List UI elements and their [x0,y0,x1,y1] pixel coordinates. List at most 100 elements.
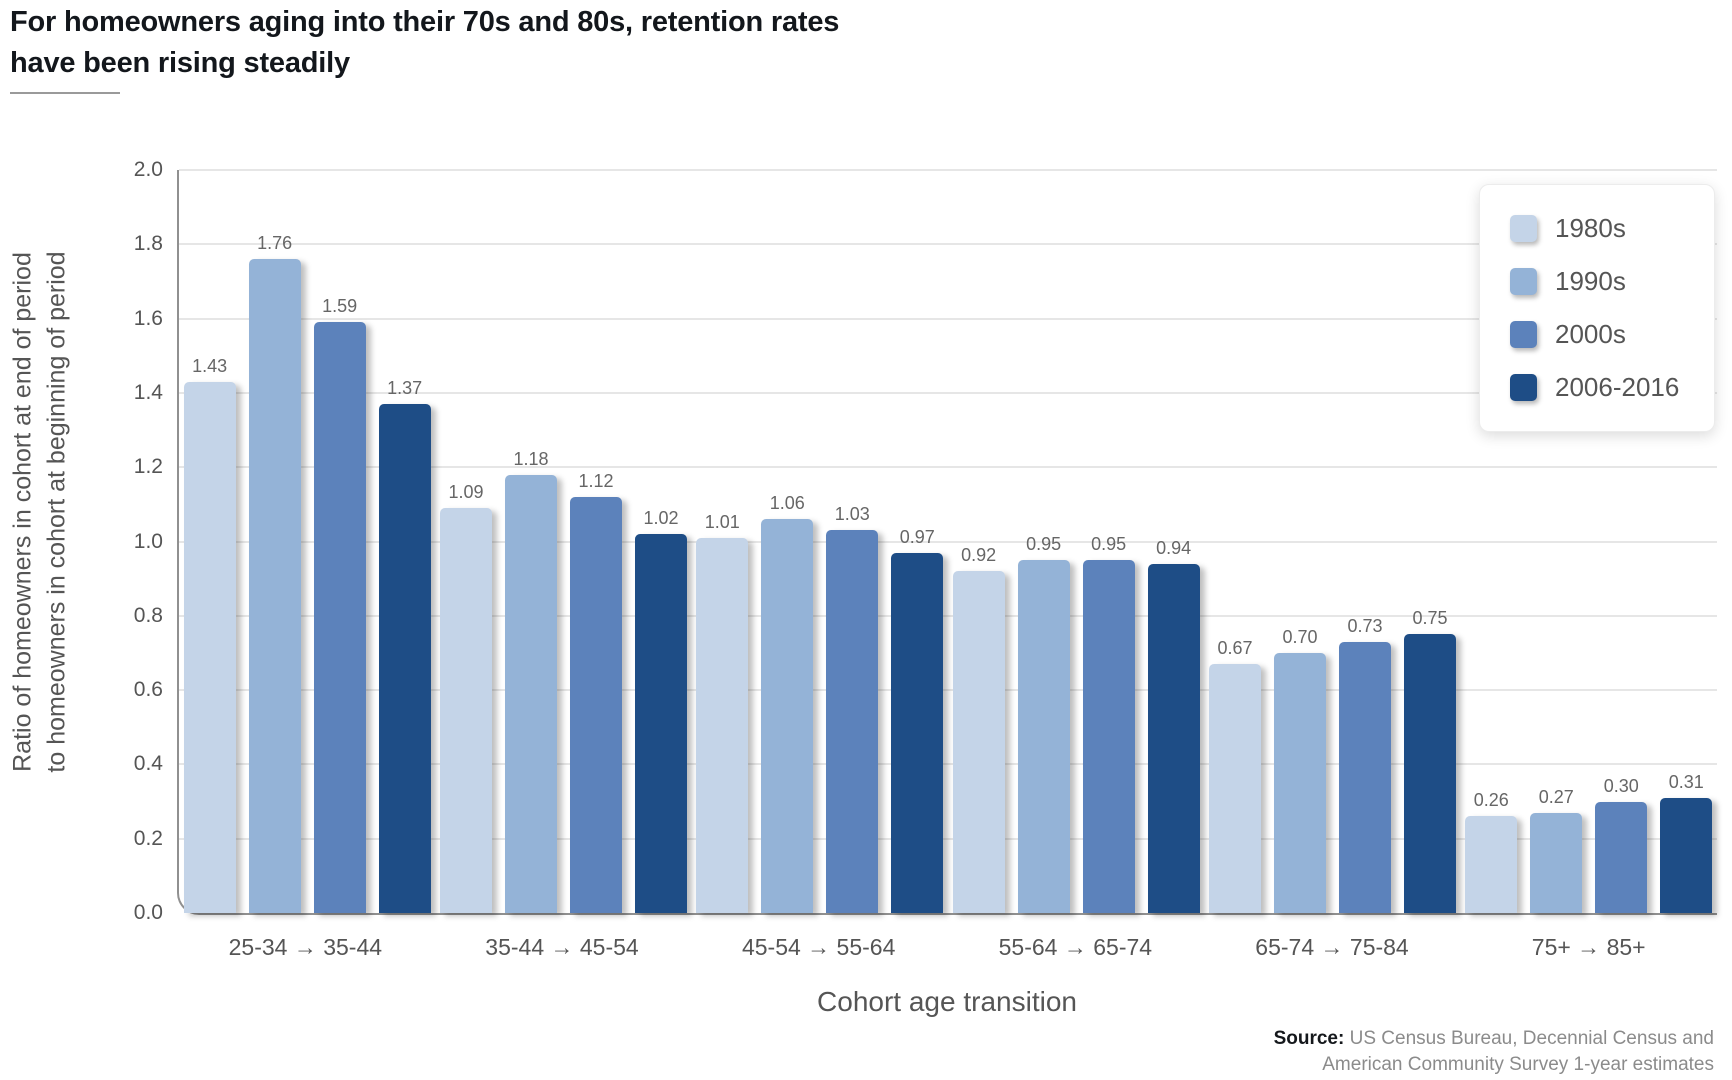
legend-item: 1980s [1510,213,1684,244]
x-tick-label: 25-34 → 35-44 [228,934,383,960]
bar-group: 0.92 0.95 0.95 0.94 [948,170,1204,913]
legend-item: 1990s [1510,266,1684,297]
bar-column: 0.26 [1465,170,1518,913]
legend-label: 1980s [1555,213,1626,243]
bar-1990s [1530,812,1583,913]
bar-value-label: 0.94 [1156,537,1192,558]
y-tick-label: 1.0 [133,529,163,553]
x-axis-title: Cohort age transition [817,986,1077,1017]
bar-group: 0.26 0.27 0.30 0.31 [1461,170,1717,913]
bar-value-label: 0.75 [1412,608,1448,629]
bar-column: 1.03 [826,170,879,913]
bar-value-label: 1.76 [257,233,293,254]
bar-column: 0.27 [1530,170,1583,913]
bar-group: 0.67 0.70 0.73 0.75 [1204,170,1460,913]
gridline [179,763,1717,766]
x-tick-label: 65-74 → 75-84 [1255,934,1409,960]
bar-group: 1.43 1.76 1.59 1.37 [179,170,435,913]
bar-column: 1.59 [313,170,366,913]
chart-title: For homeowners aging into their 70s and … [10,2,890,84]
source-label: Source: [1273,1028,1345,1049]
bar-value-label: 1.03 [834,504,870,525]
bar-value-label: 0.70 [1282,626,1318,647]
bar-1990s [761,519,814,913]
x-tick-label: 55-64 → 65-74 [998,934,1153,960]
bar-column: 1.12 [569,170,622,913]
bar-2000s [1338,641,1391,913]
bar-2006-2016 [1403,634,1456,913]
y-tick-label: 0.4 [133,752,163,776]
bar-column: 0.67 [1208,170,1261,913]
gridline [179,540,1717,543]
bar-column: 0.94 [1147,170,1200,913]
y-axis-label: Ratio of homeowners in cohort at end of … [7,251,74,772]
y-axis-label-line2: to homeowners in cohort at beginning of … [42,251,70,773]
legend-label: 1990s [1555,266,1626,296]
bar-column: 0.95 [1017,170,1070,913]
legend-label: 2006-2016 [1555,372,1680,402]
bar-2006-2016 [634,534,687,913]
bar-1980s [439,508,492,913]
bar-value-label: 0.95 [1091,534,1127,555]
gridline [179,466,1717,469]
bar-1980s [1208,664,1261,913]
bar-value-label: 1.12 [578,470,614,491]
y-tick-label: 1.4 [133,380,163,404]
bar-value-label: 0.26 [1473,790,1509,811]
bar-column: 1.06 [761,170,814,913]
bar-value-label: 1.09 [448,482,484,503]
bar-value-label: 1.59 [322,296,358,317]
title-divider [10,92,120,94]
bar-group: 1.09 1.18 1.12 1.02 [435,170,691,913]
bar-column: 0.92 [952,170,1005,913]
x-labels: 25-34 → 35-44 35-44 → 45-54 45-54 → 55-64 5… [177,922,1717,961]
legend-item: 2006-2016 [1510,372,1684,403]
bar-1990s [1273,652,1326,913]
bar-groups: 1.43 1.76 1.59 1.37 1.09 1.18 1.12 1.02 1.01 1.06… [179,170,1717,913]
y-tick-label: 0.2 [133,826,163,850]
bar-column: 0.31 [1660,170,1713,913]
bar-column: 1.01 [696,170,749,913]
bar-column: 1.76 [248,170,301,913]
plot-area: 1.43 1.76 1.59 1.37 1.09 1.18 1.12 1.02 1.01 1.06… [134,158,1717,924]
bar-column: 1.18 [504,170,557,913]
legend: 1980s 1990s 2000s 2006-2016 [1479,184,1715,432]
bar-group: 1.01 1.06 1.03 0.97 [692,170,948,913]
bar-value-label: 0.31 [1668,771,1704,792]
chart-title-line2: have been rising steadily [10,47,350,80]
gridline [179,243,1717,246]
bar-1980s [696,537,749,913]
bar-value-label: 0.95 [1026,534,1062,555]
gridline [179,317,1717,320]
bar-2006-2016 [891,552,944,913]
bar-value-label: 0.97 [899,526,935,547]
bar-value-label: 1.02 [643,508,679,529]
bar-column: 0.73 [1338,170,1391,913]
y-tick-label: 0.0 [133,901,163,924]
legend-swatch [1510,374,1537,401]
bar-2000s [569,496,622,913]
y-tick-label: 0.8 [133,603,163,627]
y-tick-label: 1.8 [133,232,163,256]
y-tick-label: 0.6 [133,678,163,702]
bar-value-label: 1.06 [769,493,805,514]
bar-2006-2016 [1147,563,1200,913]
x-tick-label: 45-54 → 55-64 [741,934,896,960]
bar-2000s [313,322,366,913]
bar-column: 1.02 [634,170,687,913]
bar-value-label: 0.73 [1347,615,1383,636]
bar-2006-2016 [378,404,431,913]
x-tick-label: 75+ → 85+ [1531,934,1646,960]
bar-value-label: 1.43 [192,355,228,376]
bar-1980s [1465,816,1518,913]
bar-value-label: 0.92 [961,545,997,566]
legend-swatch [1510,321,1537,348]
bar-1990s [1017,560,1070,913]
legend-label: 2000s [1555,319,1626,349]
bar-1990s [248,259,301,913]
bar-1980s [952,571,1005,913]
legend-item: 2000s [1510,319,1684,350]
gridline [179,689,1717,692]
bar-column: 0.75 [1403,170,1456,913]
